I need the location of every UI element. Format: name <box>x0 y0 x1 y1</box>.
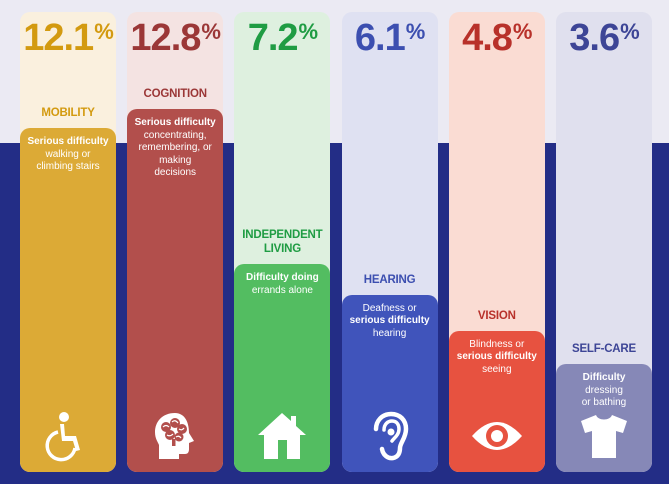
description-bold-text: Difficulty <box>582 372 626 383</box>
category-label: MOBILITY <box>20 106 116 120</box>
brain-head-icon <box>149 410 201 462</box>
description-line: climbing stairs <box>36 161 100 173</box>
eye-icon <box>471 410 523 462</box>
description-bold-text: serious difficulty <box>456 351 537 363</box>
bar-value-label: 4.8% <box>449 14 545 62</box>
category-label: COGNITION <box>127 87 223 101</box>
value-number: 7.2 <box>247 17 299 59</box>
category-label: HEARING <box>342 273 438 287</box>
bar-description: Serious difficulty walking or climbing sta… <box>24 136 112 174</box>
description-bold-line: serious difficulty <box>453 351 541 364</box>
percent-sign: % <box>620 19 640 44</box>
wheelchair-icon <box>42 410 94 462</box>
bar-description: Difficulty doing errands alone <box>238 272 326 297</box>
description-line: making <box>159 154 192 166</box>
shirt-icon <box>578 410 630 462</box>
category-label: VISION <box>449 309 545 323</box>
bar-value-label: 3.6% <box>556 14 652 62</box>
description-line: concentrating, <box>143 129 207 141</box>
description-line: or bathing <box>581 397 627 408</box>
bar-column: 3.6% SELF-CARE Difficulty dressing or bathin… <box>556 12 652 472</box>
category-label-line: LIVING <box>263 243 301 256</box>
description-line: decisions <box>154 167 197 178</box>
description-bold-line: Difficulty doing <box>238 272 326 285</box>
description-bold-text: serious difficulty <box>349 315 430 327</box>
bar-description: Blindness or serious difficulty seeing <box>453 339 541 377</box>
bar-column: 12.8% COGNITION Serious difficulty concentr… <box>127 12 224 472</box>
description-bold-line: Serious difficulty <box>24 136 112 149</box>
category-label: SELF-CARE <box>556 342 652 356</box>
category-label-line: MOBILITY <box>41 107 95 120</box>
value-number: 3.6 <box>569 17 620 59</box>
bar-value-label: 12.1% <box>20 14 116 62</box>
value-number: 6.1 <box>354 17 406 59</box>
description-line: Deafness or <box>362 302 417 314</box>
description-line: Blindness or <box>469 338 525 350</box>
description-line: seeing <box>482 363 512 375</box>
category-label-line: SELF-CARE <box>571 343 636 355</box>
description-bold-text: Serious difficulty <box>27 136 109 148</box>
category-label-line: INDEPENDENT <box>242 229 323 242</box>
description-bold-line: serious difficulty <box>346 315 434 328</box>
bar-description: Serious difficulty concentrating, remember… <box>131 117 219 180</box>
bar <box>127 109 224 472</box>
description-bold-text: Difficulty doing <box>246 272 319 284</box>
value-number: 12.8 <box>130 17 201 59</box>
percent-sign: % <box>512 19 533 44</box>
bar-value-label: 6.1% <box>342 14 438 62</box>
description-line: hearing <box>372 327 407 339</box>
bar-column: 6.1% HEARING Deafness or serious difficulty… <box>341 12 438 472</box>
description-line: errands alone <box>251 284 313 296</box>
value-number: 12.1 <box>23 17 94 59</box>
description-bold-line: Serious difficulty <box>131 117 219 130</box>
bar-value-label: 7.2% <box>234 14 330 62</box>
description-line: walking or <box>45 148 91 160</box>
bar <box>341 294 438 472</box>
percent-sign: % <box>405 19 426 44</box>
category-label-line: COGNITION <box>143 88 208 100</box>
category-label-line: HEARING <box>363 273 416 286</box>
bar-column: 4.8% VISION Blindness or serious difficulty… <box>448 12 545 472</box>
percent-sign: % <box>94 19 114 44</box>
bar-description: Deafness or serious difficulty hearing <box>346 303 434 341</box>
bar-column: 12.1% MOBILITY Serious difficulty walking o… <box>20 12 116 472</box>
description-line: dressing <box>585 384 623 396</box>
value-number: 4.8 <box>462 17 513 59</box>
category-label-line: VISION <box>477 309 516 322</box>
bar-description: Difficulty dressing or bathing <box>560 372 648 410</box>
category-label: INDEPENDENT LIVING <box>234 228 330 256</box>
description-bold-line: Difficulty <box>560 372 648 385</box>
description-line: remembering, or <box>138 142 212 153</box>
house-icon <box>256 410 308 462</box>
description-bold-text: Serious difficulty <box>134 117 216 128</box>
bar-column: 7.2% INDEPENDENT LIVING Difficulty doing err… <box>234 12 331 472</box>
ear-icon <box>364 410 416 462</box>
percent-sign: % <box>201 19 221 44</box>
percent-sign: % <box>298 19 319 44</box>
bar-value-label: 12.8% <box>127 14 223 62</box>
